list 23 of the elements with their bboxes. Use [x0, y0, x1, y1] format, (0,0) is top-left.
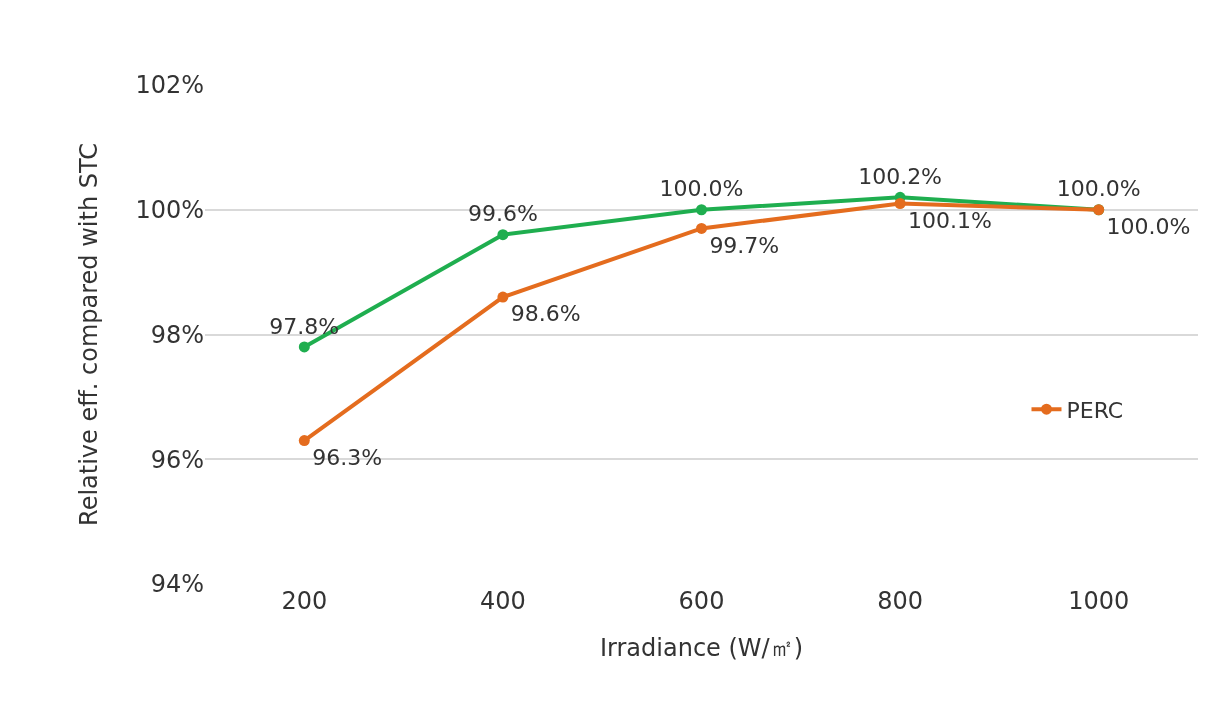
y-axis-title: Relative eff. compared with STC [75, 143, 104, 526]
x-tick-label: 600 [678, 587, 725, 615]
data-label: 99.6% [467, 201, 538, 227]
legend-label: PERC [1066, 397, 1124, 423]
data-label: 100.0% [1106, 214, 1191, 240]
x-tick-label: 200 [281, 587, 328, 615]
data-label: 100.2% [858, 163, 943, 189]
data-label: 100.1% [907, 207, 992, 233]
y-tick-label: 100% [135, 196, 204, 225]
x-axis-title: Irradiance (W/㎡) [599, 634, 804, 663]
y-tick-label: 102% [135, 71, 204, 100]
y-tick-label: 94% [150, 570, 204, 599]
x-tick-label: 800 [877, 587, 924, 615]
data-label: 97.8% [269, 313, 340, 339]
x-tick-label: 1000 [1068, 587, 1130, 615]
data-label: 98.6% [510, 301, 581, 327]
y-tick-label: 98% [150, 320, 204, 349]
y-tick-label: 96% [150, 445, 204, 474]
data-label: 96.3% [312, 444, 383, 470]
data-label: 100.0% [659, 176, 744, 202]
x-tick-label: 400 [479, 587, 526, 615]
data-label: 100.0% [1056, 176, 1141, 202]
data-label: 99.7% [709, 232, 780, 258]
